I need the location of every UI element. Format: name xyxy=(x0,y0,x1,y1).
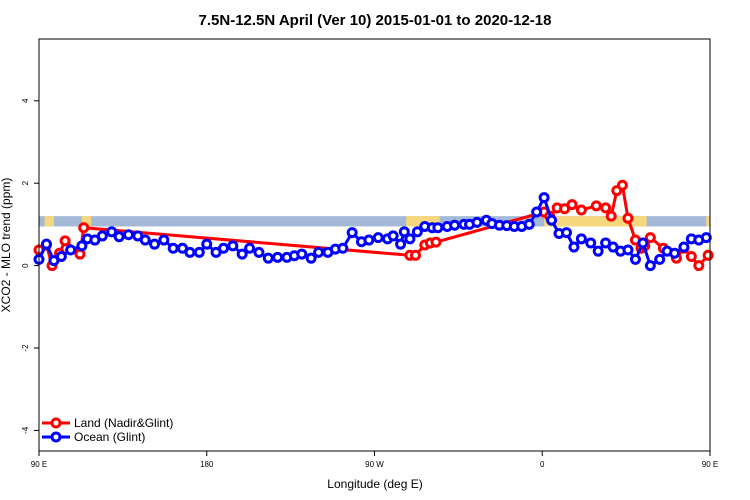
land-data-point xyxy=(566,199,578,211)
land-data-point xyxy=(430,236,442,248)
ocean-data-point xyxy=(592,245,604,257)
ocean-data-point xyxy=(253,246,265,258)
y-tick-label: 0 xyxy=(21,263,30,268)
ocean-data-point xyxy=(236,248,248,260)
land-data-point xyxy=(605,210,617,222)
y-tick-label: -4 xyxy=(21,426,30,434)
ocean-data-point xyxy=(313,246,325,258)
land-data-point xyxy=(575,204,587,216)
ocean-data-point xyxy=(700,232,712,244)
land-data-point xyxy=(78,222,90,234)
ocean-data-point xyxy=(76,240,88,252)
y-tick-label: 2 xyxy=(21,180,30,185)
ocean-data-point xyxy=(622,244,634,256)
chart-title: 7.5N-12.5N April (Ver 10) 2015-01-01 to … xyxy=(199,12,552,29)
ocean-data-point xyxy=(106,226,118,238)
ocean-data-point xyxy=(637,237,649,249)
ocean-data-point xyxy=(449,219,461,231)
ocean-data-point xyxy=(372,232,384,244)
ocean-data-point xyxy=(560,227,572,239)
ocean-data-point xyxy=(272,251,284,263)
ocean-data-point xyxy=(122,229,134,241)
ocean-data-point xyxy=(40,238,52,250)
ocean-data-point xyxy=(432,222,444,234)
legend-ocean-label: Ocean (Glint) xyxy=(74,430,145,444)
x-tick-label: 90 E xyxy=(31,460,47,469)
y-tick-label: -2 xyxy=(21,344,30,352)
x-tick-label: 90 W xyxy=(365,460,384,469)
legend-ocean-marker xyxy=(50,431,62,443)
series-layer xyxy=(33,179,714,272)
ocean-data-point xyxy=(654,253,666,265)
legend-land-marker xyxy=(50,417,62,429)
ocean-data-point xyxy=(531,206,543,218)
legend-land-label: Land (Nadir&Glint) xyxy=(74,416,173,430)
ocean-data-point xyxy=(96,230,108,242)
land-segment xyxy=(81,216,92,227)
ocean-data-point xyxy=(149,238,161,250)
y-axis: -4 -2 0 2 4 xyxy=(21,98,39,434)
ocean-series xyxy=(33,192,712,272)
land-data-point xyxy=(410,249,422,261)
x-axis: 90 E 180 90 W 0 90 E xyxy=(31,451,718,469)
y-tick-label: 4 xyxy=(21,98,30,103)
ocean-data-point xyxy=(363,234,375,246)
ocean-data-point xyxy=(55,251,67,263)
ocean-data-point xyxy=(158,234,170,246)
land-data-point xyxy=(644,232,656,244)
x-axis-label: Longitude (deg E) xyxy=(327,477,422,491)
ocean-data-point xyxy=(337,242,349,254)
land-data-point xyxy=(702,249,714,261)
land-segment xyxy=(544,216,647,227)
ocean-data-point xyxy=(65,244,77,256)
ocean-data-point xyxy=(395,238,407,250)
x-tick-label: 0 xyxy=(540,460,545,469)
ocean-data-point xyxy=(227,240,239,252)
ocean-data-point xyxy=(262,252,274,264)
ocean-data-point xyxy=(471,216,483,228)
land-segment xyxy=(706,216,710,227)
ocean-data-point xyxy=(546,214,558,226)
ocean-data-point xyxy=(568,241,580,253)
ocean-data-point xyxy=(538,192,550,204)
ocean-data-point xyxy=(404,233,416,245)
ocean-data-point xyxy=(113,231,125,243)
land-data-point xyxy=(685,251,697,263)
land-data-point xyxy=(590,200,602,212)
ocean-data-point xyxy=(575,233,587,245)
land-data-point xyxy=(622,212,634,224)
ocean-data-point xyxy=(585,237,597,249)
land-data-point xyxy=(74,248,86,260)
land-segment xyxy=(44,216,54,227)
land-data-point xyxy=(59,235,71,247)
ocean-data-point xyxy=(218,242,230,254)
ocean-data-point xyxy=(296,248,308,260)
ocean-data-point xyxy=(193,246,205,258)
y-axis-label: XCO2 - MLO trend (ppm) xyxy=(0,178,13,313)
land-data-point xyxy=(600,202,612,214)
ocean-data-point xyxy=(387,230,399,242)
ocean-data-point xyxy=(669,247,681,259)
ocean-data-point xyxy=(398,226,410,238)
ocean-band xyxy=(39,216,710,227)
ocean-data-point xyxy=(411,226,423,238)
ocean-data-point xyxy=(184,246,196,258)
ocean-data-point xyxy=(244,242,256,254)
ocean-data-point xyxy=(139,234,151,246)
land-data-point xyxy=(616,179,628,191)
ocean-data-point xyxy=(523,218,535,230)
land-data-point xyxy=(693,260,705,272)
x-tick-label: 180 xyxy=(200,460,214,469)
x-tick-label: 90 E xyxy=(702,460,718,469)
ocean-data-point xyxy=(346,227,358,239)
ocean-data-point xyxy=(305,252,317,264)
ocean-data-point xyxy=(678,241,690,253)
legend: Land (Nadir&Glint) Ocean (Glint) xyxy=(42,416,173,444)
ocean-data-point xyxy=(644,260,656,272)
ocean-data-point xyxy=(629,253,641,265)
ocean-data-point xyxy=(167,242,179,254)
ocean-data-point xyxy=(201,238,213,250)
